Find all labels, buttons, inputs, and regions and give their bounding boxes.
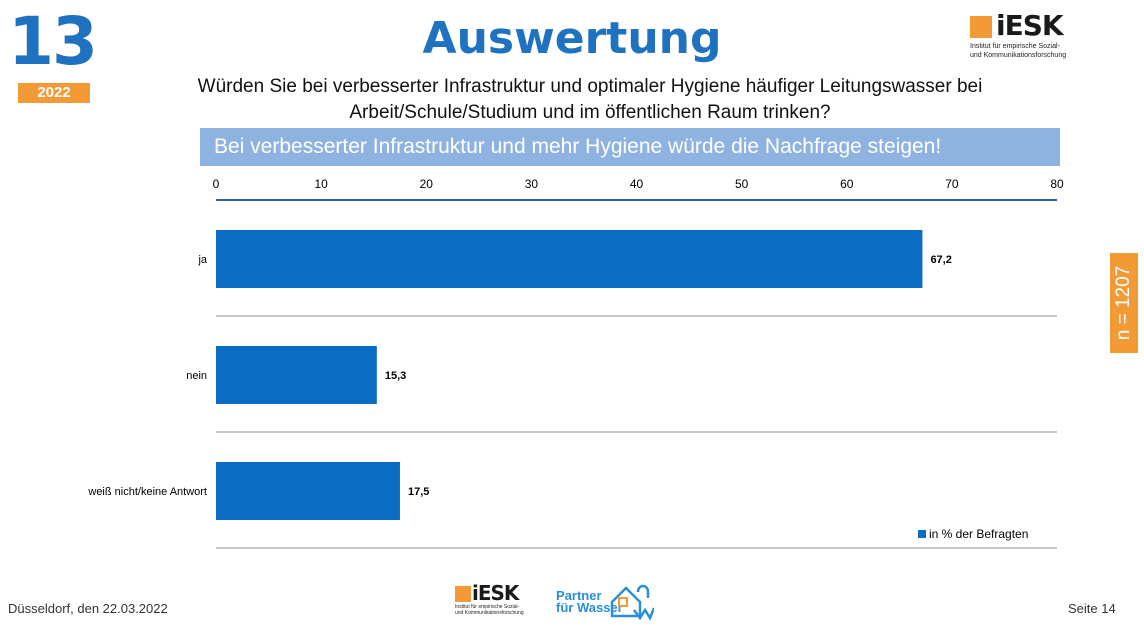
page-title: Auswertung <box>422 13 722 64</box>
partner-fuer-wasser-logo: Partner für Wasser <box>556 580 660 622</box>
banner-text: Bei verbesserter Infrastruktur und mehr … <box>214 135 942 158</box>
legend-label: in % der Befragten <box>929 527 1028 541</box>
bar-chart: 0 10 20 30 40 50 60 70 80 ja 67,2 nein 15,3 weiß nich… <box>87 177 1064 549</box>
data-label: 15,3 <box>385 370 406 382</box>
year-badge: 2022 <box>18 83 90 103</box>
footer-logo-subtitle: Institut für empirische Sozial- und Komm… <box>455 604 524 616</box>
slide-number: 13 <box>8 3 98 80</box>
x-tick-label: 0 <box>213 177 220 191</box>
footer-logo-brand: iESK <box>472 581 519 605</box>
category-label: ja <box>197 254 207 266</box>
x-tick-label: 30 <box>525 177 539 191</box>
page-number: Seite 14 <box>1068 601 1116 616</box>
headline-banner: Bei verbesserter Infrastruktur und mehr … <box>200 128 1060 166</box>
legend-swatch <box>918 530 926 538</box>
logo-subtitle: Institut für empirische Sozial- und Komm… <box>970 43 1067 59</box>
logo-brand: iESK <box>996 9 1064 42</box>
bar <box>216 230 923 288</box>
category-label: nein <box>186 370 207 382</box>
house-tap-icon <box>610 584 654 620</box>
footer-logo-square-icon <box>455 586 471 602</box>
x-tick-label: 80 <box>1050 177 1064 191</box>
x-tick-label: 70 <box>945 177 959 191</box>
data-label: 17,5 <box>408 486 429 498</box>
x-tick-label: 10 <box>314 177 328 191</box>
x-tick-label: 20 <box>420 177 434 191</box>
x-tick-label: 40 <box>630 177 644 191</box>
sample-size-box: n = 1207 <box>1110 253 1138 353</box>
x-tick-label: 60 <box>840 177 854 191</box>
category-label: weiß nicht/keine Antwort <box>87 486 207 498</box>
x-tick-label: 50 <box>735 177 749 191</box>
footer-iesk-logo: iESK Institut für empirische Sozial- und… <box>455 581 545 624</box>
bar <box>216 462 400 520</box>
iesk-logo: iESK Institut für empirische Sozial- und… <box>970 10 1100 64</box>
survey-question: Würden Sie bei verbesserter Infrastruktu… <box>197 76 983 123</box>
footer-location-date: Düsseldorf, den 22.03.2022 <box>8 601 168 616</box>
sample-size-label: n = 1207 <box>1113 265 1134 341</box>
data-label: 67,2 <box>930 254 951 266</box>
logo-square-icon <box>970 16 992 38</box>
bar <box>216 346 377 404</box>
